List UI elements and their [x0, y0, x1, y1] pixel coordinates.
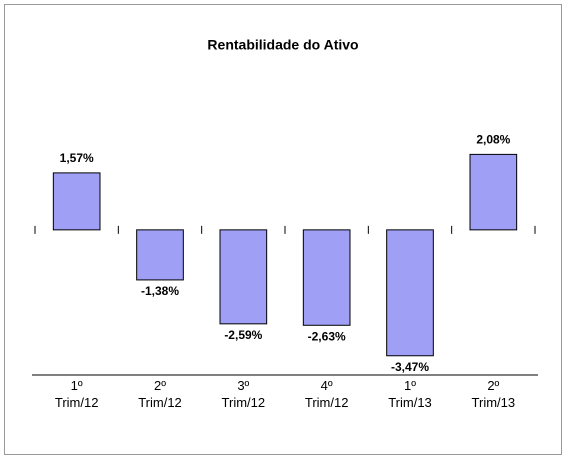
value-label: 1,57% [60, 151, 94, 165]
x-tick-label: 4º Trim/12 [305, 378, 349, 410]
bar [469, 153, 518, 231]
x-tick-label-line: 1º [404, 378, 416, 393]
bar [219, 229, 268, 325]
x-tick-label-line: Trim/12 [55, 395, 99, 410]
value-label: -2,63% [308, 329, 346, 343]
x-tick-label-line: 1º [71, 378, 83, 393]
x-tick-label: 1º Trim/12 [55, 378, 99, 410]
x-tick-label-line: Trim/13 [388, 395, 432, 410]
x-tick-label-line: Trim/12 [222, 395, 266, 410]
x-tick-label: 1º Trim/13 [388, 378, 432, 410]
value-label: 2,08% [476, 133, 510, 147]
x-tick-label-line: 2º [487, 378, 499, 393]
bar [52, 172, 101, 231]
x-tick-label-line: 2º [154, 378, 166, 393]
value-label: -2,59% [224, 328, 262, 342]
bar [386, 229, 434, 357]
x-tick-label-line: Trim/12 [138, 395, 182, 410]
x-tick-label-line: 4º [321, 378, 333, 393]
x-tick-label-line: 3º [237, 378, 249, 393]
x-tick-label: 3º Trim/12 [222, 378, 266, 410]
x-tick-label-line: Trim/13 [472, 395, 516, 410]
x-tick-label-line: Trim/12 [305, 395, 349, 410]
bar [302, 229, 351, 326]
chart-title: Rentabilidade do Ativo [207, 37, 358, 53]
x-tick-label: 2º Trim/13 [472, 378, 516, 410]
value-label: -1,38% [141, 284, 179, 298]
bar [136, 229, 184, 281]
x-tick-label: 2º Trim/12 [138, 378, 182, 410]
value-label: -3,47% [391, 360, 429, 374]
